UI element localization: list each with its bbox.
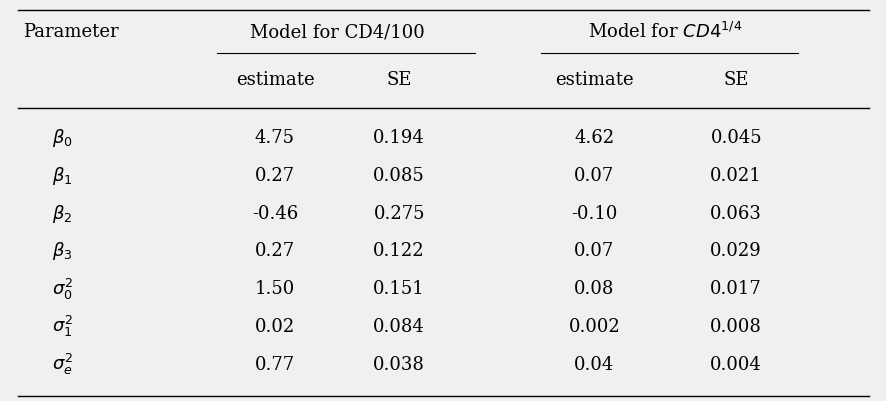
Text: 0.122: 0.122 bbox=[373, 243, 424, 260]
Text: 0.07: 0.07 bbox=[573, 167, 614, 185]
Text: 0.27: 0.27 bbox=[254, 243, 295, 260]
Text: 4.62: 4.62 bbox=[573, 130, 614, 147]
Text: 0.194: 0.194 bbox=[373, 130, 424, 147]
Text: 0.004: 0.004 bbox=[710, 356, 761, 373]
Text: $\sigma_1^2$: $\sigma_1^2$ bbox=[51, 314, 73, 339]
Text: $\beta_0$: $\beta_0$ bbox=[51, 128, 73, 149]
Text: Parameter: Parameter bbox=[23, 23, 119, 41]
Text: 0.151: 0.151 bbox=[373, 280, 424, 298]
Text: 0.07: 0.07 bbox=[573, 243, 614, 260]
Text: 0.029: 0.029 bbox=[710, 243, 761, 260]
Text: 0.084: 0.084 bbox=[373, 318, 424, 336]
Text: $\beta_2$: $\beta_2$ bbox=[52, 203, 72, 225]
Text: 0.063: 0.063 bbox=[710, 205, 761, 223]
Text: $\sigma_0^2$: $\sigma_0^2$ bbox=[51, 277, 73, 302]
Text: Model for $CD4^{1/4}$: Model for $CD4^{1/4}$ bbox=[587, 22, 742, 42]
Text: 0.038: 0.038 bbox=[373, 356, 424, 373]
Text: -0.46: -0.46 bbox=[252, 205, 298, 223]
Text: 0.27: 0.27 bbox=[254, 167, 295, 185]
Text: 0.08: 0.08 bbox=[573, 280, 614, 298]
Text: estimate: estimate bbox=[236, 71, 314, 89]
Text: 0.085: 0.085 bbox=[373, 167, 424, 185]
Text: 0.017: 0.017 bbox=[710, 280, 761, 298]
Text: $\beta_3$: $\beta_3$ bbox=[51, 241, 73, 262]
Text: -0.10: -0.10 bbox=[571, 205, 617, 223]
Text: $\sigma_e^2$: $\sigma_e^2$ bbox=[51, 352, 73, 377]
Text: SE: SE bbox=[386, 71, 411, 89]
Text: $\beta_1$: $\beta_1$ bbox=[52, 165, 72, 187]
Text: 0.008: 0.008 bbox=[710, 318, 761, 336]
Text: estimate: estimate bbox=[555, 71, 633, 89]
Text: 0.045: 0.045 bbox=[710, 130, 761, 147]
Text: 0.02: 0.02 bbox=[254, 318, 295, 336]
Text: 4.75: 4.75 bbox=[254, 130, 295, 147]
Text: 1.50: 1.50 bbox=[254, 280, 295, 298]
Text: SE: SE bbox=[723, 71, 748, 89]
Text: 0.002: 0.002 bbox=[568, 318, 619, 336]
Text: Model for CD4/100: Model for CD4/100 bbox=[249, 23, 424, 41]
Text: 0.275: 0.275 bbox=[373, 205, 424, 223]
Text: 0.021: 0.021 bbox=[710, 167, 761, 185]
Text: 0.04: 0.04 bbox=[573, 356, 614, 373]
Text: 0.77: 0.77 bbox=[254, 356, 295, 373]
